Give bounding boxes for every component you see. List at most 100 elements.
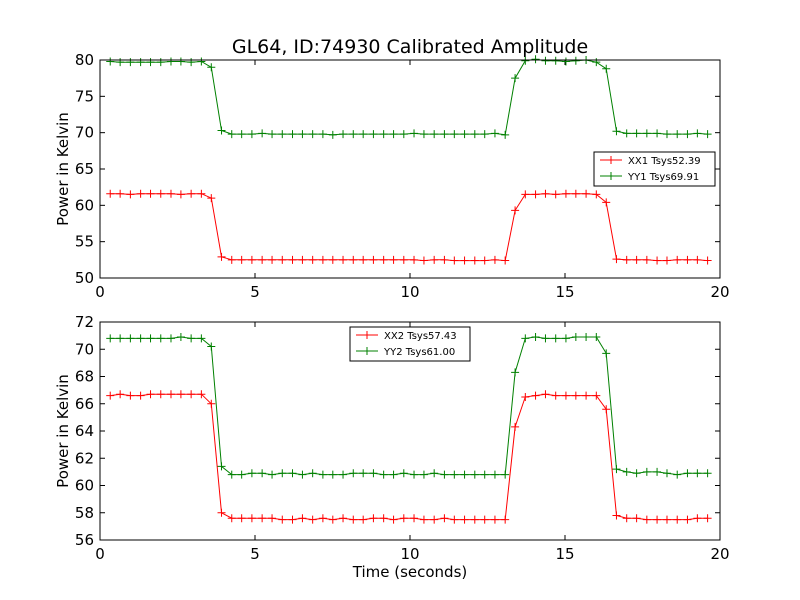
bottom-plot-y-tick-label: 68 <box>75 368 94 386</box>
bottom-plot-y-tick-label: 60 <box>75 477 94 495</box>
top-plot-data-point <box>126 190 135 199</box>
bottom-plot-data-point <box>166 334 175 343</box>
bottom-plot-data-point <box>126 391 135 400</box>
top-plot-data-point <box>693 129 702 138</box>
bottom-plot-data-point <box>207 399 216 408</box>
bottom-plot-legend-box <box>349 326 471 362</box>
bottom-plot-data-point <box>410 514 419 523</box>
bottom-plot-data-point <box>531 391 540 400</box>
top-plot-data-point <box>531 190 540 199</box>
top-plot-x-tick-label: 15 <box>555 283 574 301</box>
bottom-plot-data-point <box>460 470 469 479</box>
top-plot-data-point <box>389 130 398 139</box>
bottom-plot-data-point <box>339 514 348 523</box>
bottom-plot-data-point <box>592 332 601 341</box>
top-plot-data-point <box>501 256 510 265</box>
bottom-plot-data-point <box>490 470 499 479</box>
top-plot-data-point <box>166 57 175 66</box>
bottom-plot-data-point <box>642 467 651 476</box>
top-plot-data-point <box>501 130 510 139</box>
bottom-plot-data-point <box>247 469 256 478</box>
top-plot-x-tick-label: 0 <box>95 283 105 301</box>
bottom-plot-data-point <box>126 334 135 343</box>
top-plot-data-point <box>410 255 419 264</box>
bottom-plot-data-point <box>602 405 611 414</box>
top-plot-series-line-1 <box>110 193 708 262</box>
bottom-plot-data-point <box>490 515 499 524</box>
bottom-plot-data-point <box>136 391 145 400</box>
bottom-plot-data-point <box>116 334 125 343</box>
bottom-plot-data-point <box>136 334 145 343</box>
bottom-plot-data-point <box>521 392 530 401</box>
top-plot-data-point <box>268 130 277 139</box>
bottom-plot-data-point <box>653 515 662 524</box>
bottom-plot-data-point <box>582 391 591 400</box>
bottom-plot-data-point <box>410 470 419 479</box>
bottom-plot-data-point <box>217 508 226 517</box>
bottom-plot-data-point <box>247 514 256 523</box>
top-plot-data-point <box>369 255 378 264</box>
top-plot-y-tick-label: 75 <box>75 87 94 105</box>
bottom-plot-data-point <box>359 515 368 524</box>
top-plot-data-point <box>106 57 115 66</box>
bottom-plot-y-tick-label: 70 <box>75 340 94 358</box>
bottom-plot-y-tick-label: 64 <box>75 422 94 440</box>
top-plot-data-point <box>187 189 196 198</box>
top-plot-data-point <box>237 255 246 264</box>
top-plot-x-tick-label: 20 <box>710 283 729 301</box>
top-plot-data-point <box>328 130 337 139</box>
top-plot-y-tick-label: 70 <box>75 124 94 142</box>
bottom-plot-y-tick-label: 72 <box>75 313 94 331</box>
top-plot-data-point <box>328 255 337 264</box>
bottom-plot-data-point <box>106 391 115 400</box>
top-plot-data-point <box>612 127 621 136</box>
top-plot-data-point <box>197 189 206 198</box>
top-plot-y-tick-label: 60 <box>75 196 94 214</box>
top-plot-data-point <box>379 255 388 264</box>
bottom-plot-legend: XX2 Tsys57.43 YY2 Tsys61.00 <box>349 326 471 362</box>
bottom-plot-data-point <box>612 511 621 520</box>
bottom-plot-data-point <box>703 514 712 523</box>
top-plot-data-point <box>278 255 287 264</box>
top-plot-data-point <box>349 130 358 139</box>
bottom-plot-data-point <box>146 334 155 343</box>
bottom-plot-data-point <box>521 334 530 343</box>
top-plot-data-point <box>106 189 115 198</box>
top-plot-data-point <box>490 129 499 138</box>
bottom-plot-data-point <box>703 469 712 478</box>
bottom-plot-data-point <box>683 515 692 524</box>
top-plot-data-point <box>176 57 185 66</box>
top-plot-data-point <box>622 255 631 264</box>
top-plot-data-point <box>379 130 388 139</box>
top-plot-data-point <box>308 130 317 139</box>
top-plot-data-point <box>683 255 692 264</box>
top-plot-data-point <box>410 129 419 138</box>
bottom-plot-data-point <box>379 470 388 479</box>
top-plot-data-point <box>642 129 651 138</box>
bottom-plot-data-point <box>551 391 560 400</box>
bottom-plot-legend-marker <box>363 347 371 355</box>
top-plot-data-point <box>632 255 641 264</box>
bottom-plot-data-point <box>460 515 469 524</box>
bottom-plot-x-tick-label: 10 <box>400 545 419 563</box>
bottom-plot-data-point <box>501 470 510 479</box>
top-plot-data-point <box>490 255 499 264</box>
bottom-plot-data-point <box>622 514 631 523</box>
top-plot-data-point <box>156 189 165 198</box>
top-plot: 0 5 10 15 20 50 55 60 65 70 75 80 Power in Kelvin X… <box>54 51 730 301</box>
top-plot-data-point <box>399 130 408 139</box>
top-plot-data-point <box>227 130 236 139</box>
top-plot-data-point <box>389 255 398 264</box>
top-plot-data-point <box>156 58 165 67</box>
top-plot-data-point <box>460 130 469 139</box>
bottom-plot-data-point <box>602 349 611 358</box>
top-plot-data-point <box>521 190 530 199</box>
bottom-plot-y-tick-label: 56 <box>75 531 94 549</box>
bottom-plot-data-point <box>217 462 226 471</box>
top-plot-data-point <box>440 255 449 264</box>
bottom-plot-data-point <box>379 514 388 523</box>
top-plot-legend-marker <box>607 156 615 164</box>
bottom-plot-ticks: 0 5 10 15 20 56 58 60 62 64 66 68 70 72 <box>75 313 730 563</box>
top-plot-data-point <box>116 189 125 198</box>
top-plot-data-point <box>339 255 348 264</box>
